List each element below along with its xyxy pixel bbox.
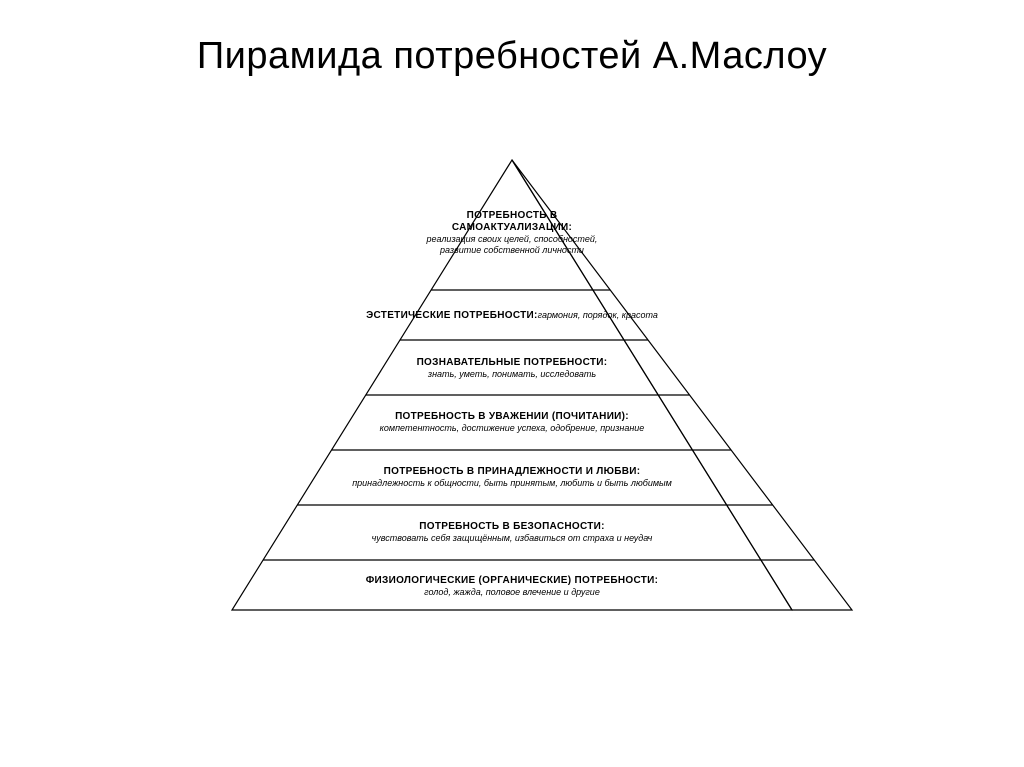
level-desc: реализация своих целей, способностей, ра… (412, 234, 612, 256)
pyramid-level-5: ПОТРЕБНОСТЬ В ПРИНАДЛЕЖНОСТИ И ЛЮБВИ:при… (312, 466, 712, 489)
level-desc: гармония, порядок, красота (538, 310, 658, 320)
level-desc: голод, жажда, половое влечение и другие (322, 587, 702, 598)
pyramid-level-2: ЭСТЕТИЧЕСКИЕ ПОТРЕБНОСТИ:гармония, поряд… (352, 310, 672, 322)
level-title: ПОТРЕБНОСТЬ В УВАЖЕНИИ (ПОЧИТАНИИ): (342, 411, 682, 423)
pyramid-level-1: ПОТРЕБНОСТЬ В САМОАКТУАЛИЗАЦИИ:реализаци… (412, 210, 612, 256)
pyramid-level-6: ПОТРЕБНОСТЬ В БЕЗОПАСНОСТИ:чувствовать с… (322, 521, 702, 544)
level-title: ЭСТЕТИЧЕСКИЕ ПОТРЕБНОСТИ: (366, 310, 538, 321)
level-desc: принадлежность к общности, быть принятым… (312, 478, 712, 489)
pyramid-level-4: ПОТРЕБНОСТЬ В УВАЖЕНИИ (ПОЧИТАНИИ):компе… (342, 411, 682, 434)
pyramid-level-7: ФИЗИОЛОГИЧЕСКИЕ (ОРГАНИЧЕСКИЕ) ПОТРЕБНОС… (322, 575, 702, 598)
level-title: ПОТРЕБНОСТЬ В ПРИНАДЛЕЖНОСТИ И ЛЮБВИ: (312, 466, 712, 478)
level-title: ПОЗНАВАТЕЛЬНЫЕ ПОТРЕБНОСТИ: (372, 357, 652, 369)
level-title: ПОТРЕБНОСТЬ В САМОАКТУАЛИЗАЦИИ: (412, 210, 612, 234)
page-title: Пирамида потребностей А.Маслоу (0, 0, 1024, 78)
level-desc: компетентность, достижение успеха, одобр… (342, 423, 682, 434)
level-desc: чувствовать себя защищённым, избавиться … (322, 533, 702, 544)
level-desc: знать, уметь, понимать, исследовать (372, 369, 652, 380)
pyramid-svg (132, 135, 892, 625)
level-title: ФИЗИОЛОГИЧЕСКИЕ (ОРГАНИЧЕСКИЕ) ПОТРЕБНОС… (322, 575, 702, 587)
maslow-pyramid: ПОТРЕБНОСТЬ В САМОАКТУАЛИЗАЦИИ:реализаци… (132, 135, 892, 625)
pyramid-level-3: ПОЗНАВАТЕЛЬНЫЕ ПОТРЕБНОСТИ:знать, уметь,… (372, 357, 652, 380)
level-title: ПОТРЕБНОСТЬ В БЕЗОПАСНОСТИ: (322, 521, 702, 533)
